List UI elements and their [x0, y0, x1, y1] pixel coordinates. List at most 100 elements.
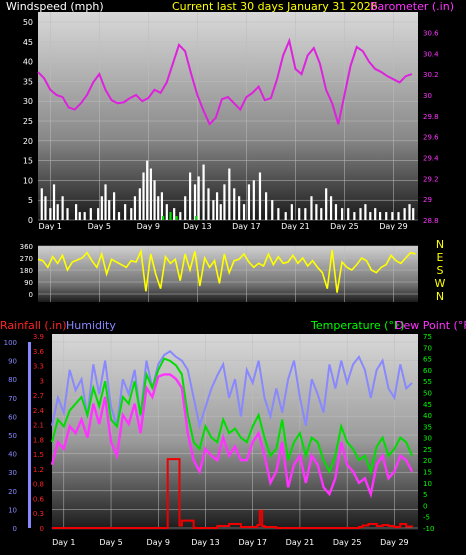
wind-barometer-chart: 0 5 10 15 20 25 30 35 40 45 50 28.8 29 29.2 29.4 29.6 29… — [23, 12, 439, 230]
humidity-tick-label: 100 — [4, 339, 17, 347]
wind-bar — [44, 196, 47, 220]
gust-bar — [169, 212, 172, 220]
wind-bar — [284, 212, 287, 220]
wind-bar — [403, 208, 406, 220]
rain-tick-label: 2.7 — [33, 392, 44, 400]
temperature-humidity-chart: 010203040506070809010000.30.60.81.21.51.… — [4, 334, 434, 547]
rain-tick-label: 2.1 — [33, 422, 44, 430]
wind-bar — [179, 212, 182, 220]
y-tick-label: 90 — [24, 279, 33, 287]
humidity-tick-label: 70 — [8, 395, 17, 403]
temp-tick-label: 45 — [423, 401, 432, 409]
wind-bar — [108, 200, 111, 220]
y2-tick-label: 29.2 — [423, 175, 439, 183]
temp-tick-label: 50 — [423, 389, 432, 397]
wind-bar — [124, 204, 127, 220]
wind-bar — [138, 188, 141, 220]
wind-bar — [207, 188, 210, 220]
y-tick-label: 45 — [23, 38, 33, 47]
y-tick-label: 270 — [20, 255, 33, 263]
y-tick-label: 35 — [23, 77, 33, 86]
humidity-axis-title: Humidity — [66, 319, 116, 332]
temp-tick-label: 75 — [423, 334, 432, 341]
temp-tick-label: 55 — [423, 378, 432, 386]
wind-bar — [271, 200, 274, 220]
wind-bar — [133, 196, 137, 220]
rain-tick-label: 3.6 — [33, 348, 45, 356]
compass-label: N — [436, 290, 444, 303]
rainfall-axis-title: Rainfall (.in) — [0, 319, 67, 332]
wind-bar — [75, 204, 78, 220]
rain-tick-label: 3.3 — [33, 363, 44, 371]
wind-bar — [66, 208, 69, 220]
x-tick-label: Day 25 — [330, 222, 359, 230]
compass-label: N — [436, 238, 444, 251]
wind-bar — [157, 196, 160, 220]
wind-bar — [247, 184, 251, 220]
wind-bar — [117, 212, 121, 220]
wind-bar — [408, 204, 411, 220]
compass-label: S — [437, 264, 444, 277]
humidity-tick-label: 90 — [8, 358, 17, 366]
wind-bar — [391, 212, 394, 220]
rainfall-line — [52, 458, 414, 529]
rain-tick-label: 0 — [40, 525, 44, 533]
wind-bar — [165, 204, 168, 220]
y-tick-label: 30 — [23, 97, 33, 106]
wind-bar — [215, 192, 219, 220]
wind-bar — [184, 196, 187, 220]
rain-tick-label: 3 — [40, 377, 44, 385]
wind-bar — [146, 160, 149, 220]
wind-bar — [238, 196, 241, 220]
humidity-tick-label: 10 — [8, 506, 17, 514]
wind-bar — [202, 164, 205, 220]
humidity-tick-label: 20 — [8, 488, 17, 496]
humidity-line — [51, 350, 413, 430]
x-tick-label: Day 9 — [147, 538, 170, 547]
temperature-axis-title: Temperature (°F) — [311, 319, 405, 332]
wind-bar — [412, 208, 415, 220]
humidity-tick-label: 60 — [8, 413, 17, 421]
x-tick-label: Day 21 — [281, 222, 310, 230]
wind-bar — [83, 212, 86, 220]
temp-tick-label: 60 — [423, 367, 432, 375]
wind-bar — [130, 208, 133, 220]
y2-tick-label: 29.6 — [423, 134, 439, 142]
temp-tick-label: 35 — [423, 423, 432, 431]
compass-label: E — [437, 251, 444, 264]
wind-bar — [265, 192, 268, 220]
wind-bar — [100, 196, 103, 220]
temp-tick-label: 70 — [423, 344, 432, 352]
wind-bar — [56, 204, 59, 220]
x-tick-label: Day 9 — [137, 222, 160, 230]
humidity-tick-label: 0 — [13, 525, 17, 533]
temp-tick-label: 20 — [423, 457, 432, 465]
humidity-tick-label: 30 — [8, 469, 17, 477]
y-tick-label: 15 — [23, 157, 33, 166]
barometer-axis-title: Barometer (.in) — [370, 0, 454, 13]
wind-bar — [189, 172, 192, 220]
x-tick-label: Day 5 — [88, 222, 111, 230]
y2-tick-label: 30.6 — [423, 29, 439, 37]
temp-tick-label: 5 — [423, 491, 427, 499]
wind-bar — [149, 168, 152, 220]
wind-bar — [320, 208, 323, 220]
x-tick-label: Day 21 — [286, 538, 315, 547]
wind-bar — [315, 204, 318, 220]
rain-tick-label: 1.5 — [33, 451, 44, 459]
y-tick-label: 25 — [23, 117, 33, 126]
windspeed-axis-title: Windspeed (mph) — [6, 0, 104, 13]
wind-bar — [104, 184, 107, 220]
x-tick-label: Day 17 — [232, 222, 261, 230]
rain-tick-label: 2.4 — [33, 407, 45, 415]
plot-area — [38, 12, 418, 220]
wind-bar — [233, 188, 236, 220]
temp-tick-label: 30 — [423, 435, 432, 443]
wind-bar — [353, 212, 356, 220]
dewpoint-axis-title: Dew Point (°F) — [395, 319, 466, 332]
rain-tick-label: 3.9 — [33, 334, 44, 341]
y-tick-label: 40 — [23, 58, 33, 67]
x-tick-label: Day 29 — [380, 538, 409, 547]
rain-tick-label: 1.2 — [33, 466, 44, 474]
rain-tick-label: 0.6 — [33, 495, 45, 503]
